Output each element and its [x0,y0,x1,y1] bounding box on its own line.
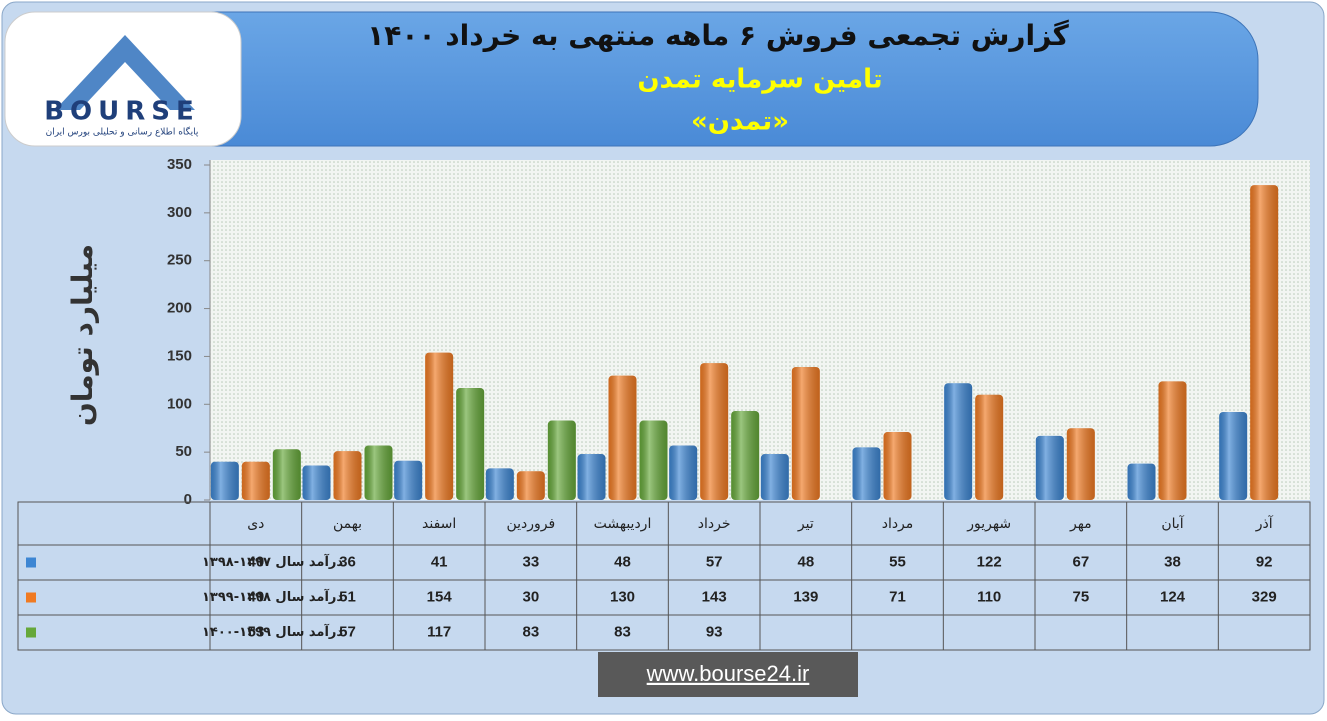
bar-shine [272,449,301,500]
x-tick-label: شهریور [966,516,1011,532]
bar-shine [669,445,698,500]
table-cell: 124 [1160,588,1186,605]
x-tick-label: فروردین [506,516,555,532]
bar-shine [700,363,729,500]
table-cell: 38 [1164,553,1181,570]
bar-shine [944,383,973,500]
legend-label: درآمد سال ۱۳۹۷-۱۳۹۸ [202,553,343,570]
table-cell: 75 [1072,588,1089,605]
bar-shine [241,461,270,500]
table-cell: 139 [793,588,818,605]
bar-shine [1127,463,1156,500]
bar-shine [975,394,1004,500]
bar-shine [1158,381,1187,500]
y-tick-label: 350 [167,156,192,173]
legend-swatch [26,557,36,568]
y-axis-label: میلیارد تومان [66,244,99,426]
table-cell: 143 [702,588,727,605]
table-cell: 41 [431,553,448,570]
bar-shine [852,447,881,500]
table-cell: 33 [522,553,539,570]
table-cell: 329 [1252,588,1277,605]
logo-text: BOURSE [44,97,200,127]
bar-shine [547,420,576,500]
table-cell: 51 [339,588,356,605]
bar-shine [1035,435,1064,500]
table-cell: 130 [610,588,635,605]
table-cell: 67 [1072,553,1089,570]
footer-url: www.bourse24.ir [646,661,810,686]
y-tick-label: 200 [167,300,192,317]
bar-shine [210,461,239,500]
x-tick-label: آذر [1255,515,1274,532]
x-tick-label: مهر [1069,516,1092,532]
footer-box [598,652,858,697]
bar-shine [791,366,820,500]
bar-shine [333,451,362,500]
y-tick-label: 50 [175,443,192,460]
y-tick-label: 300 [167,204,192,221]
bar-shine [1066,428,1095,500]
table-cell: 92 [1256,553,1273,570]
y-tick-label: 100 [167,395,192,412]
logo-icon [80,62,170,110]
logo-tagline: پایگاه اطلاع رسانی و تحلیلی بورس ایران [46,126,199,138]
table-cell: 36 [339,553,356,570]
bar-shine [608,375,637,500]
x-tick-label: خرداد [698,516,731,532]
bar-shine [516,471,545,500]
table-cell: 122 [977,553,1002,570]
y-tick-label: 0 [184,491,192,508]
x-tick-label: بهمن [333,516,362,532]
table-cell: 154 [427,588,453,605]
x-tick-label: اردیبهشت [594,516,652,532]
bar-shine [425,352,454,500]
symbol: «تمدن» [691,107,789,137]
bar-shine [1250,185,1279,500]
bar-shine [1219,411,1248,500]
table-cell: 117 [427,623,451,640]
chart-title: گزارش تجمعی فروش ۶ ماهه منتهی به خرداد ۱… [367,19,1069,52]
bar-shine [731,410,760,500]
bar-shine [394,460,423,500]
bar-shine [639,420,668,500]
table-cell: 93 [706,623,723,640]
table-cell: 55 [889,553,906,570]
legend-label: درآمد سال ۱۳۹۹-۱۴۰۰ [202,623,343,640]
table-cell: 83 [522,623,539,640]
bar-shine [577,454,606,500]
x-tick-label: دی [247,516,264,532]
bar-shine [760,454,789,500]
bar-shine [302,465,331,500]
table-cell: 48 [614,553,631,570]
bar-shine [364,445,393,500]
plot-area [210,160,1310,500]
bar-shine [883,432,912,500]
bar-shine [456,388,485,500]
table-cell: 83 [614,623,631,640]
legend-swatch [26,627,36,638]
y-tick-label: 250 [167,252,192,269]
table-cell: 40 [247,553,264,570]
table-cell: 71 [889,588,906,605]
bar-shine [485,468,514,500]
legend-swatch [26,592,36,603]
table-cell: 30 [522,588,539,605]
table-cell: 110 [977,588,1001,605]
table-cell: 53 [247,623,264,640]
table-cell: 57 [339,623,356,640]
x-tick-label: تیر [797,516,814,532]
x-tick-label: مرداد [882,516,914,532]
x-tick-label: آبان [1161,515,1184,532]
table-cell: 48 [797,553,814,570]
x-tick-label: اسفند [422,516,456,532]
chart-subtitle: تامین سرمایه تمدن [637,65,882,95]
y-tick-label: 150 [167,347,192,364]
table-cell: 57 [706,553,723,570]
legend-label: درآمد سال ۱۳۹۸-۱۳۹۹ [202,588,343,605]
table-cell: 40 [247,588,264,605]
